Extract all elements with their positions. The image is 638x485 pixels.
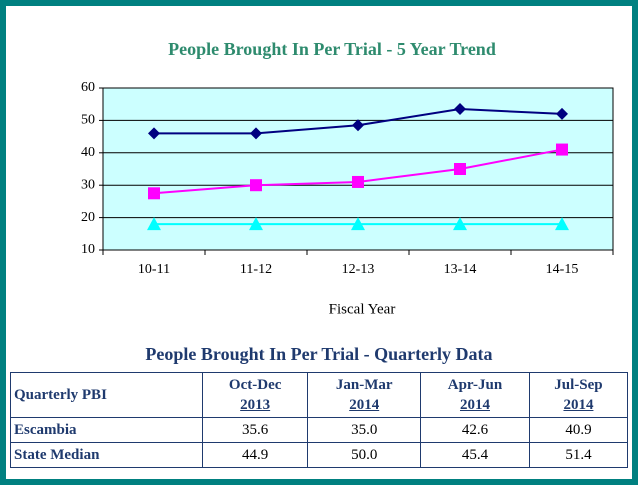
year: 2014 — [563, 397, 594, 413]
data-row: State Median 44.9 50.0 45.4 51.4 — [10, 442, 629, 468]
row-name: Escambia — [10, 417, 203, 443]
marker — [148, 127, 160, 140]
marker — [352, 119, 364, 132]
x-axis-label: Fiscal Year — [329, 301, 396, 317]
marker — [148, 187, 160, 200]
year: 2014 — [349, 397, 380, 413]
cell: 50.0 — [307, 442, 422, 468]
y-tick-label: 40 — [81, 145, 95, 160]
marker — [454, 103, 466, 116]
y-tick-label: 50 — [81, 113, 95, 128]
year: 2013 — [240, 397, 271, 413]
marker — [555, 217, 569, 231]
year: 2014 — [459, 397, 490, 413]
header-cell: Quarterly PBI — [10, 372, 203, 418]
cell: 35.6 — [201, 417, 309, 443]
data-row: Escambia 35.6 35.0 42.6 40.9 — [10, 417, 629, 443]
x-tick-label: 12-13 — [342, 262, 375, 277]
marker — [454, 163, 466, 175]
marker — [453, 217, 467, 231]
marker — [351, 217, 365, 231]
cell: 45.4 — [420, 442, 530, 468]
header-row: Quarterly PBI Oct-Dec 2013 Jan-Mar 2014 Apr-J… — [10, 372, 629, 418]
period: Apr-Jun — [447, 377, 503, 393]
marker — [147, 217, 161, 231]
marker — [249, 217, 263, 231]
x-tick-label: 11-12 — [240, 262, 272, 277]
marker — [352, 175, 364, 188]
cell: 42.6 — [420, 417, 530, 443]
row-name: State Median — [10, 442, 203, 468]
chart: People Brought In Per Trial - 5 Year Tre… — [81, 39, 614, 317]
chart-title: People Brought In Per Trial - 5 Year Tre… — [168, 39, 496, 59]
period: Jul-Sep — [554, 377, 603, 393]
table-title: People Brought In Per Trial - Quarterly … — [145, 344, 493, 364]
y-tick-label: 10 — [81, 242, 95, 257]
period: Oct-Dec — [228, 377, 282, 393]
y-tick-label: 60 — [81, 80, 95, 95]
table: Quarterly PBI Oct-Dec 2013 Jan-Mar 2014 Apr-J… — [10, 372, 629, 468]
y-tick-label: 30 — [81, 177, 95, 192]
cell: 40.9 — [528, 417, 629, 443]
x-tick-label: 10-11 — [138, 262, 170, 277]
marker — [250, 127, 262, 140]
cell: 51.4 — [528, 442, 629, 468]
period: Jan-Mar — [335, 377, 393, 393]
header-cell: Apr-Jun 2014 — [420, 372, 530, 418]
cell: 44.9 — [201, 442, 309, 468]
x-tick-label: 14-15 — [546, 262, 579, 277]
header-cell: Jan-Mar 2014 — [307, 372, 422, 418]
x-tick-label: 13-14 — [444, 262, 477, 277]
marker — [250, 179, 262, 192]
cell: 35.0 — [307, 417, 422, 443]
y-tick-label: 20 — [81, 210, 95, 225]
marker — [556, 107, 568, 120]
header-cell: Oct-Dec 2013 — [201, 372, 309, 418]
marker — [556, 143, 568, 156]
header-cell: Jul-Sep 2014 — [528, 372, 629, 418]
